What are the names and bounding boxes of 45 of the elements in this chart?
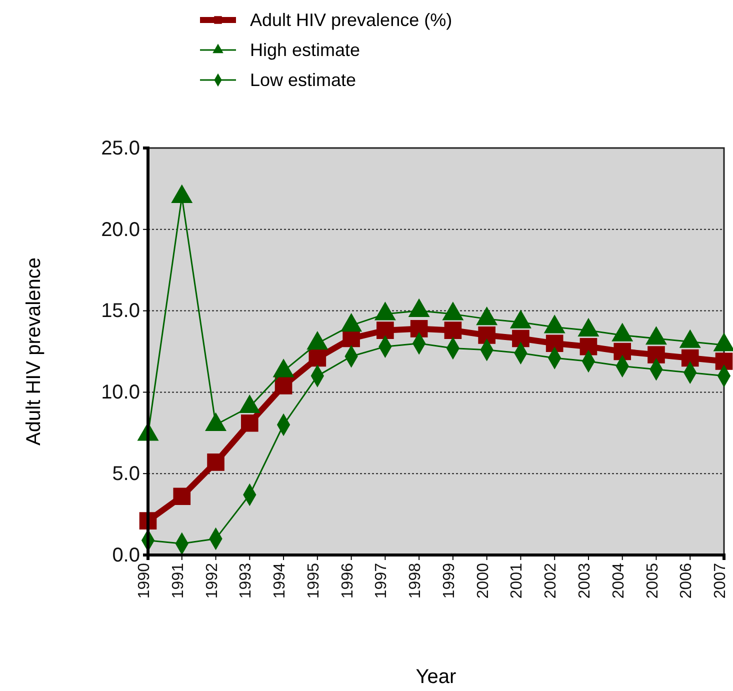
point (173, 488, 191, 506)
x-tick-label: 1995 (305, 562, 322, 599)
x-tick-label: 1993 (238, 562, 255, 599)
y-tick-label: 5.0 (112, 463, 140, 485)
y-axis-title: Adult HIV prevalence (23, 258, 45, 446)
point (681, 349, 699, 367)
point (580, 338, 598, 356)
y-tick-label: 25.0 (101, 137, 140, 160)
point (342, 330, 360, 348)
x-tick-label: 1997 (373, 562, 390, 599)
legend-label: Low estimate (250, 70, 356, 90)
x-tick-label: 2005 (644, 562, 662, 599)
y-tick-label: 15.0 (101, 300, 140, 322)
x-tick-label: 2007 (712, 562, 730, 599)
y-tick-label: 20.0 (101, 218, 140, 241)
x-tick-label: 2004 (610, 562, 628, 599)
point (648, 346, 665, 364)
point (478, 326, 496, 344)
x-tick-label: 1994 (272, 562, 289, 599)
x-tick-label: 2006 (678, 562, 696, 599)
point (207, 454, 224, 471)
x-tick-label: 2000 (474, 562, 492, 599)
x-tick-label: 1998 (407, 562, 424, 599)
x-tick-label: 1991 (170, 562, 187, 599)
x-tick-label: 1999 (440, 562, 458, 599)
x-tick-label: 2002 (542, 562, 560, 599)
point (410, 320, 428, 338)
x-tick-label: 2001 (508, 562, 526, 599)
x-tick-label: 1990 (136, 562, 154, 599)
y-tick-label: 10.0 (101, 382, 140, 404)
x-tick-label: 2003 (576, 562, 594, 599)
point (274, 377, 292, 394)
x-axis-title: Year (416, 666, 457, 688)
point (240, 414, 258, 432)
x-tick-label: 1996 (339, 562, 356, 599)
point (512, 330, 530, 348)
point (376, 322, 394, 339)
point (546, 334, 564, 352)
point (614, 342, 632, 360)
point (715, 352, 733, 370)
legend-label: Adult HIV prevalence (%) (250, 10, 452, 30)
point (308, 349, 326, 367)
legend-label: High estimate (250, 40, 360, 60)
x-tick-label: 1992 (204, 562, 221, 599)
point (444, 322, 462, 339)
